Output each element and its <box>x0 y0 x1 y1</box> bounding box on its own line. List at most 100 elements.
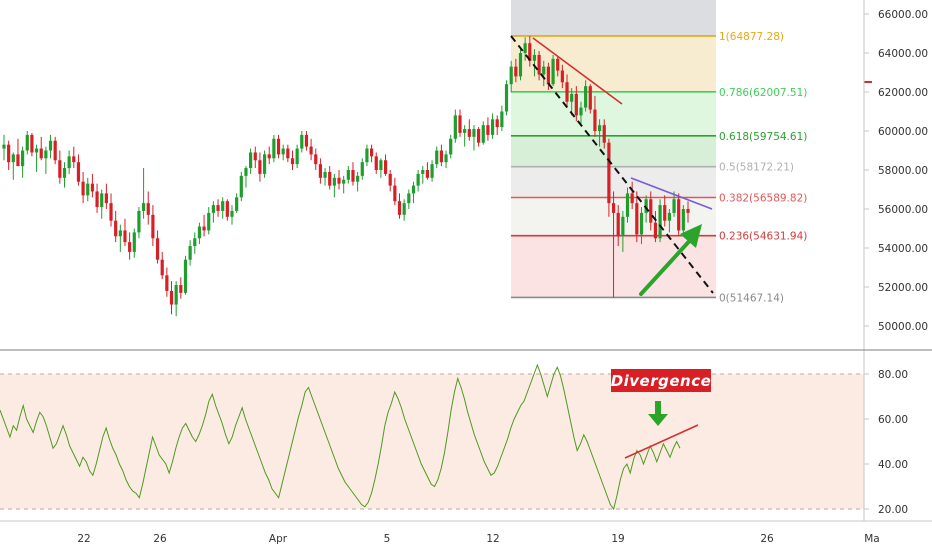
candle <box>62 162 67 188</box>
candle <box>314 148 318 170</box>
candle <box>295 144 299 169</box>
candle <box>160 251 164 280</box>
candle <box>342 175 346 194</box>
candle <box>86 177 90 202</box>
candle <box>72 146 76 169</box>
price-tick-label: 62000.00 <box>878 87 928 99</box>
purple-resistance-line[interactable] <box>630 177 713 210</box>
rsi-divergence-line[interactable] <box>624 424 699 459</box>
price-axis[interactable]: 66000.00 64000.00 62000.00 60000.00 58000.00… <box>863 0 928 521</box>
candle <box>155 230 160 264</box>
candle <box>565 74 569 108</box>
price-tick-label: 52000.00 <box>878 282 928 294</box>
candle <box>435 146 439 169</box>
candle <box>663 195 667 227</box>
candle <box>128 232 132 260</box>
price-tick-label: 58000.00 <box>878 165 928 177</box>
candle <box>621 210 625 252</box>
candle <box>216 199 220 217</box>
price-tick-label: 64000.00 <box>878 48 928 60</box>
price-candles <box>2 35 690 317</box>
rsi-axis[interactable]: 80.00 60.00 40.00 20.00 <box>863 351 908 521</box>
candle <box>639 207 644 245</box>
candle <box>258 152 262 182</box>
candle <box>374 152 378 174</box>
candle <box>193 232 197 254</box>
candle <box>290 150 295 170</box>
candle <box>286 144 290 163</box>
candle <box>48 134 53 159</box>
fib-zone <box>511 135 716 167</box>
candle <box>300 131 304 153</box>
candle <box>16 138 20 167</box>
candle <box>141 168 146 219</box>
candle <box>369 144 374 163</box>
candle <box>528 35 532 67</box>
price-tick-label: 50000.00 <box>878 321 928 333</box>
candle <box>500 105 504 131</box>
candle <box>532 49 537 77</box>
candle <box>183 255 188 295</box>
candle <box>504 80 509 116</box>
candle <box>681 205 685 235</box>
candle <box>560 64 564 89</box>
candle <box>379 158 383 178</box>
candle <box>514 58 518 83</box>
red-resistance-line[interactable] <box>532 37 623 105</box>
candle <box>351 162 355 186</box>
candle <box>67 150 71 174</box>
candle <box>272 134 276 163</box>
time-tick-label: Ma <box>864 533 880 545</box>
rsi-tick-label: 80.00 <box>878 369 908 381</box>
fib-level-label: 0.236(54631.94) <box>719 231 807 243</box>
drawings[interactable] <box>510 35 714 296</box>
candle <box>365 144 369 167</box>
candle <box>239 171 243 202</box>
candle <box>653 210 658 243</box>
candle <box>309 138 313 161</box>
dashed-downtrend-line[interactable] <box>510 35 714 294</box>
rsi-tick-label: 60.00 <box>878 414 908 426</box>
candle <box>188 240 192 266</box>
candle <box>137 207 141 239</box>
fib-zone-top <box>511 0 716 36</box>
candle <box>202 214 206 237</box>
candle <box>21 146 25 178</box>
candle <box>686 201 690 223</box>
price-tick-label: 54000.00 <box>878 243 928 255</box>
candle <box>574 86 578 122</box>
divergence-annotation[interactable]: Divergence <box>611 369 712 459</box>
candle <box>597 119 602 147</box>
candle <box>490 113 495 139</box>
candle <box>616 205 620 247</box>
candle <box>7 140 11 170</box>
candle <box>81 171 85 204</box>
candle <box>221 197 225 219</box>
time-tick-label: 5 <box>384 533 391 545</box>
fib-level-label: 0.786(62007.51) <box>719 87 807 99</box>
candle <box>439 144 443 167</box>
fib-level-label: 0(51467.14) <box>719 292 784 304</box>
candle <box>593 95 597 137</box>
candle <box>397 193 402 219</box>
green-arrow-price[interactable] <box>639 224 702 296</box>
candle <box>114 210 118 243</box>
candle <box>588 84 592 114</box>
time-axis[interactable]: 22 26 Apr 5 12 19 26 Ma <box>77 533 879 545</box>
candle <box>509 60 513 92</box>
candle <box>402 199 406 221</box>
candle <box>602 119 606 149</box>
green-arrow-down <box>648 401 668 426</box>
candle <box>546 62 551 91</box>
candle <box>104 183 108 209</box>
time-tick-label: 12 <box>486 533 499 545</box>
candle <box>318 158 323 184</box>
candle <box>118 224 122 252</box>
candle <box>542 60 546 87</box>
candle <box>109 193 113 227</box>
candle <box>225 199 229 221</box>
candle <box>570 88 574 116</box>
candle <box>30 132 34 157</box>
candle <box>76 154 81 186</box>
